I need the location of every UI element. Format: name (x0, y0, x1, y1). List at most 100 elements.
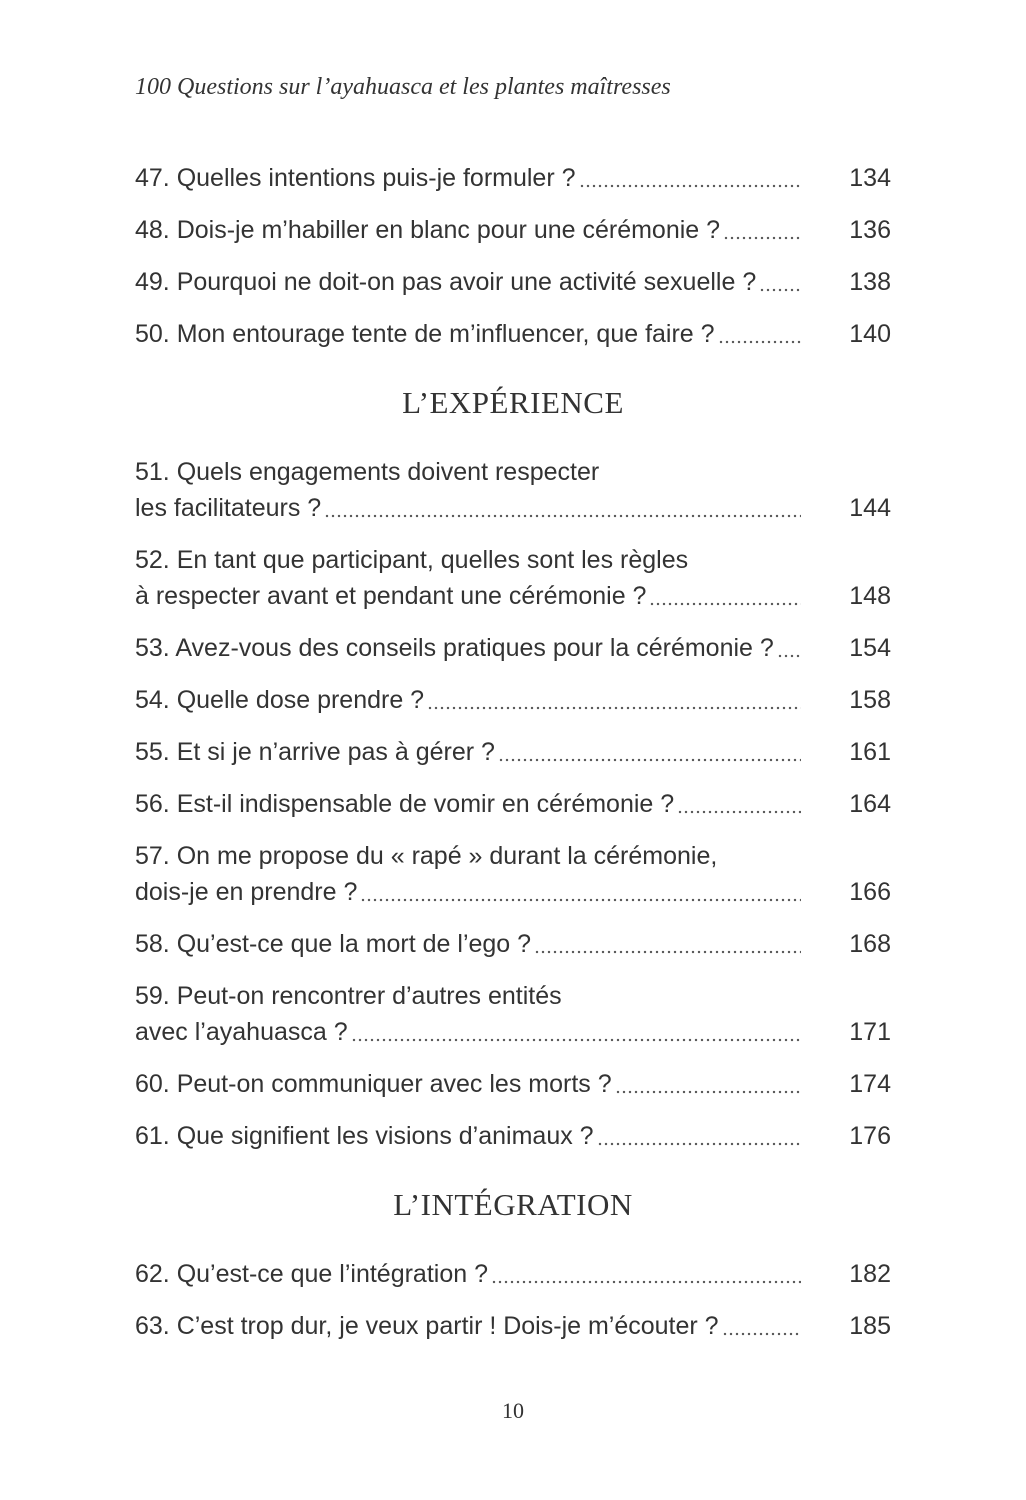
dot-leader (578, 184, 801, 188)
toc-entry-last-line: 58. Qu’est-ce que la mort de l’ego ? (135, 926, 801, 962)
toc-entry-last-line: 48. Dois-je m’habiller en blanc pour une… (135, 212, 801, 248)
toc-entry-title: 55. Et si je n’arrive pas à gérer ? (135, 734, 801, 770)
dot-leader (350, 1038, 801, 1042)
toc-entry[interactable]: 57. On me propose du « rapé » durant la … (135, 838, 891, 910)
section-heading: L’INTÉGRATION (393, 1187, 633, 1222)
toc-entry[interactable]: 63. C’est trop dur, je veux partir ! Doi… (135, 1308, 891, 1344)
toc-entry-line: 59. Peut-on rencontrer d’autres entités (135, 982, 562, 1010)
toc-page-number: 154 (849, 634, 891, 662)
toc-entry[interactable]: 59. Peut-on rencontrer d’autres entités a… (135, 978, 891, 1050)
dot-leader (427, 706, 801, 710)
dot-leader (360, 898, 801, 902)
dot-leader (717, 340, 801, 344)
toc-entry-line: 57. On me propose du « rapé » durant la … (135, 842, 718, 870)
toc-entry-last-line: 61. Que signifient les visions d’animaux… (135, 1118, 801, 1154)
toc-entry[interactable]: 60. Peut-on communiquer avec les morts ?… (135, 1066, 891, 1102)
dot-leader (721, 1332, 801, 1336)
toc-entry-line: 55. Et si je n’arrive pas à gérer ? (135, 738, 495, 766)
toc-entry-line: 61. Que signifient les visions d’animaux… (135, 1122, 594, 1150)
toc-entry-title: 47. Quelles intentions puis-je formuler … (135, 160, 801, 196)
toc-entry-line: dois-je en prendre ? (135, 878, 358, 906)
toc-entry-line: les facilitateurs ? (135, 494, 322, 522)
dot-leader (614, 1090, 801, 1094)
toc-entry-title: 49. Pourquoi ne doit-on pas avoir une ac… (135, 264, 801, 300)
toc-entry-title: 57. On me propose du « rapé » durant la … (135, 838, 801, 910)
toc-entry[interactable]: 53. Avez-vous des conseils pratiques pou… (135, 630, 891, 666)
toc-entry[interactable]: 52. En tant que participant, quelles son… (135, 542, 891, 614)
toc-page-number: 134 (849, 164, 891, 192)
dot-leader (324, 514, 801, 518)
dot-leader (677, 810, 801, 814)
dot-leader (723, 236, 801, 240)
dot-leader (759, 288, 801, 292)
toc-entry-line: 52. En tant que participant, quelles son… (135, 546, 689, 574)
toc-page-number: 138 (849, 268, 891, 296)
toc-page-number: 148 (849, 582, 891, 610)
toc-entry[interactable]: 54. Quelle dose prendre ? 158 (135, 682, 891, 718)
toc-entry-last-line: 55. Et si je n’arrive pas à gérer ? (135, 734, 801, 770)
toc-page-number: 166 (849, 878, 891, 906)
toc-entry-line: 51. Quels engagements doivent respecter (135, 458, 600, 486)
toc-entry-line: 47. Quelles intentions puis-je formuler … (135, 164, 576, 192)
toc-entry-title: 52. En tant que participant, quelles son… (135, 542, 801, 614)
toc-entry[interactable]: 55. Et si je n’arrive pas à gérer ? 161 (135, 734, 891, 770)
toc-entry[interactable]: 49. Pourquoi ne doit-on pas avoir une ac… (135, 264, 891, 300)
toc-page-number: 140 (849, 320, 891, 348)
toc-entry-line: 53. Avez-vous des conseils pratiques pou… (135, 634, 774, 662)
toc-entry[interactable]: 61. Que signifient les visions d’animaux… (135, 1118, 891, 1154)
toc-entry-title: 50. Mon entourage tente de m’influencer,… (135, 316, 801, 352)
toc-entry-title: 61. Que signifient les visions d’animaux… (135, 1118, 801, 1154)
toc-entry-title: 58. Qu’est-ce que la mort de l’ego ? (135, 926, 801, 962)
toc-entry-title: 48. Dois-je m’habiller en blanc pour une… (135, 212, 801, 248)
toc-entry[interactable]: 47. Quelles intentions puis-je formuler … (135, 160, 891, 196)
toc-page-number: 164 (849, 790, 891, 818)
dot-leader (497, 758, 801, 762)
table-of-contents: 47. Quelles intentions puis-je formuler … (135, 160, 891, 1360)
toc-entry[interactable]: 50. Mon entourage tente de m’influencer,… (135, 316, 891, 352)
toc-entry-line: 50. Mon entourage tente de m’influencer,… (135, 320, 715, 348)
toc-entry-last-line: 54. Quelle dose prendre ? (135, 682, 801, 718)
toc-entry[interactable]: 51. Quels engagements doivent respecter l… (135, 454, 891, 526)
toc-entry-line: 48. Dois-je m’habiller en blanc pour une… (135, 216, 721, 244)
running-header: 100 Questions sur l’ayahuasca et les pla… (135, 74, 671, 100)
toc-entry-last-line: 62. Qu’est-ce que l’intégration ? (135, 1256, 801, 1292)
toc-entry-last-line: dois-je en prendre ? (135, 874, 801, 910)
section-heading: L’EXPÉRIENCE (402, 385, 624, 420)
dot-leader (534, 950, 801, 954)
toc-page-number: 176 (849, 1122, 891, 1150)
toc-entry-title: 62. Qu’est-ce que l’intégration ? (135, 1256, 801, 1292)
toc-entry-last-line: 60. Peut-on communiquer avec les morts ? (135, 1066, 801, 1102)
toc-entry-line: 63. C’est trop dur, je veux partir ! Doi… (135, 1312, 719, 1340)
toc-entry-line: à respecter avant et pendant une cérémon… (135, 582, 647, 610)
toc-entry-line: 49. Pourquoi ne doit-on pas avoir une ac… (135, 268, 757, 296)
dot-leader (596, 1142, 801, 1146)
toc-entry-line: 58. Qu’est-ce que la mort de l’ego ? (135, 930, 532, 958)
toc-entry-last-line: à respecter avant et pendant une cérémon… (135, 578, 801, 614)
toc-page-number: 182 (849, 1260, 891, 1288)
toc-entry[interactable]: 58. Qu’est-ce que la mort de l’ego ? 168 (135, 926, 891, 962)
dot-leader (776, 654, 801, 658)
toc-entry-line: 60. Peut-on communiquer avec les morts ? (135, 1070, 612, 1098)
toc-page-number: 158 (849, 686, 891, 714)
toc-entry[interactable]: 48. Dois-je m’habiller en blanc pour une… (135, 212, 891, 248)
toc-entry-line: 56. Est-il indispensable de vomir en cér… (135, 790, 675, 818)
toc-page-number: 168 (849, 930, 891, 958)
toc-page-number: 161 (849, 738, 891, 766)
dot-leader (491, 1280, 801, 1284)
toc-entry-last-line: 63. C’est trop dur, je veux partir ! Doi… (135, 1308, 801, 1344)
toc-entry-last-line: avec l’ayahuasca ? (135, 1014, 801, 1050)
toc-page-number: 144 (849, 494, 891, 522)
toc-entry-title: 59. Peut-on rencontrer d’autres entités a… (135, 978, 801, 1050)
toc-entry-last-line: 53. Avez-vous des conseils pratiques pou… (135, 630, 801, 666)
toc-entry-last-line: 56. Est-il indispensable de vomir en cér… (135, 786, 801, 822)
toc-entry-last-line: 49. Pourquoi ne doit-on pas avoir une ac… (135, 264, 801, 300)
toc-entry-line: 54. Quelle dose prendre ? (135, 686, 425, 714)
toc-entry-line: avec l’ayahuasca ? (135, 1018, 348, 1046)
toc-page-number: 185 (849, 1312, 891, 1340)
toc-entry-line: 62. Qu’est-ce que l’intégration ? (135, 1260, 488, 1288)
toc-entry[interactable]: 62. Qu’est-ce que l’intégration ? 182 (135, 1256, 891, 1292)
toc-entry-title: 54. Quelle dose prendre ? (135, 682, 801, 718)
toc-entry-title: 53. Avez-vous des conseils pratiques pou… (135, 630, 801, 666)
toc-entry[interactable]: 56. Est-il indispensable de vomir en cér… (135, 786, 891, 822)
toc-entry-title: 51. Quels engagements doivent respecter l… (135, 454, 801, 526)
